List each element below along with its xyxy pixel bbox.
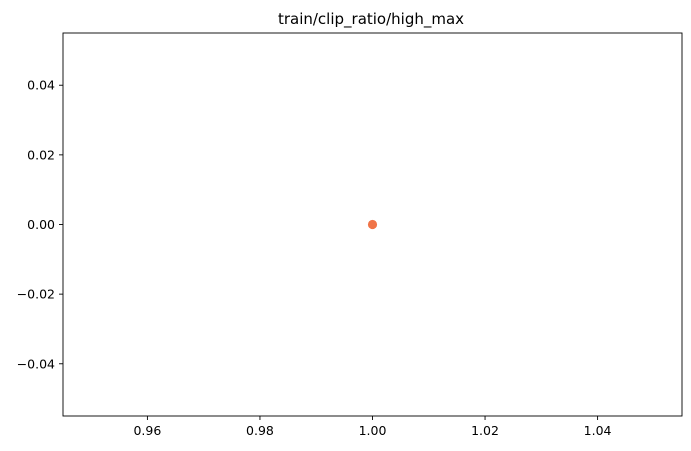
y-tick-label: 0.04 bbox=[27, 78, 55, 93]
x-tick-label: 1.00 bbox=[359, 423, 387, 438]
data-point bbox=[367, 219, 378, 230]
y-tick-label: −0.02 bbox=[17, 287, 55, 302]
x-tick-label: 1.04 bbox=[584, 423, 612, 438]
x-tick-label: 0.98 bbox=[246, 423, 274, 438]
plot-frame bbox=[62, 32, 683, 417]
y-axis-ticks: 0.04 0.02 0.00 −0.02 −0.04 bbox=[17, 78, 63, 371]
data-points bbox=[367, 219, 378, 230]
x-axis-ticks: 0.96 0.98 1.00 1.02 1.04 bbox=[133, 416, 612, 438]
chart-title: train/clip_ratio/high_max bbox=[278, 10, 464, 29]
y-tick-label: 0.02 bbox=[27, 147, 55, 162]
y-tick-label: 0.00 bbox=[27, 217, 55, 232]
x-tick-label: 1.02 bbox=[471, 423, 499, 438]
x-tick-label: 0.96 bbox=[133, 423, 161, 438]
y-tick-label: −0.04 bbox=[17, 356, 55, 371]
